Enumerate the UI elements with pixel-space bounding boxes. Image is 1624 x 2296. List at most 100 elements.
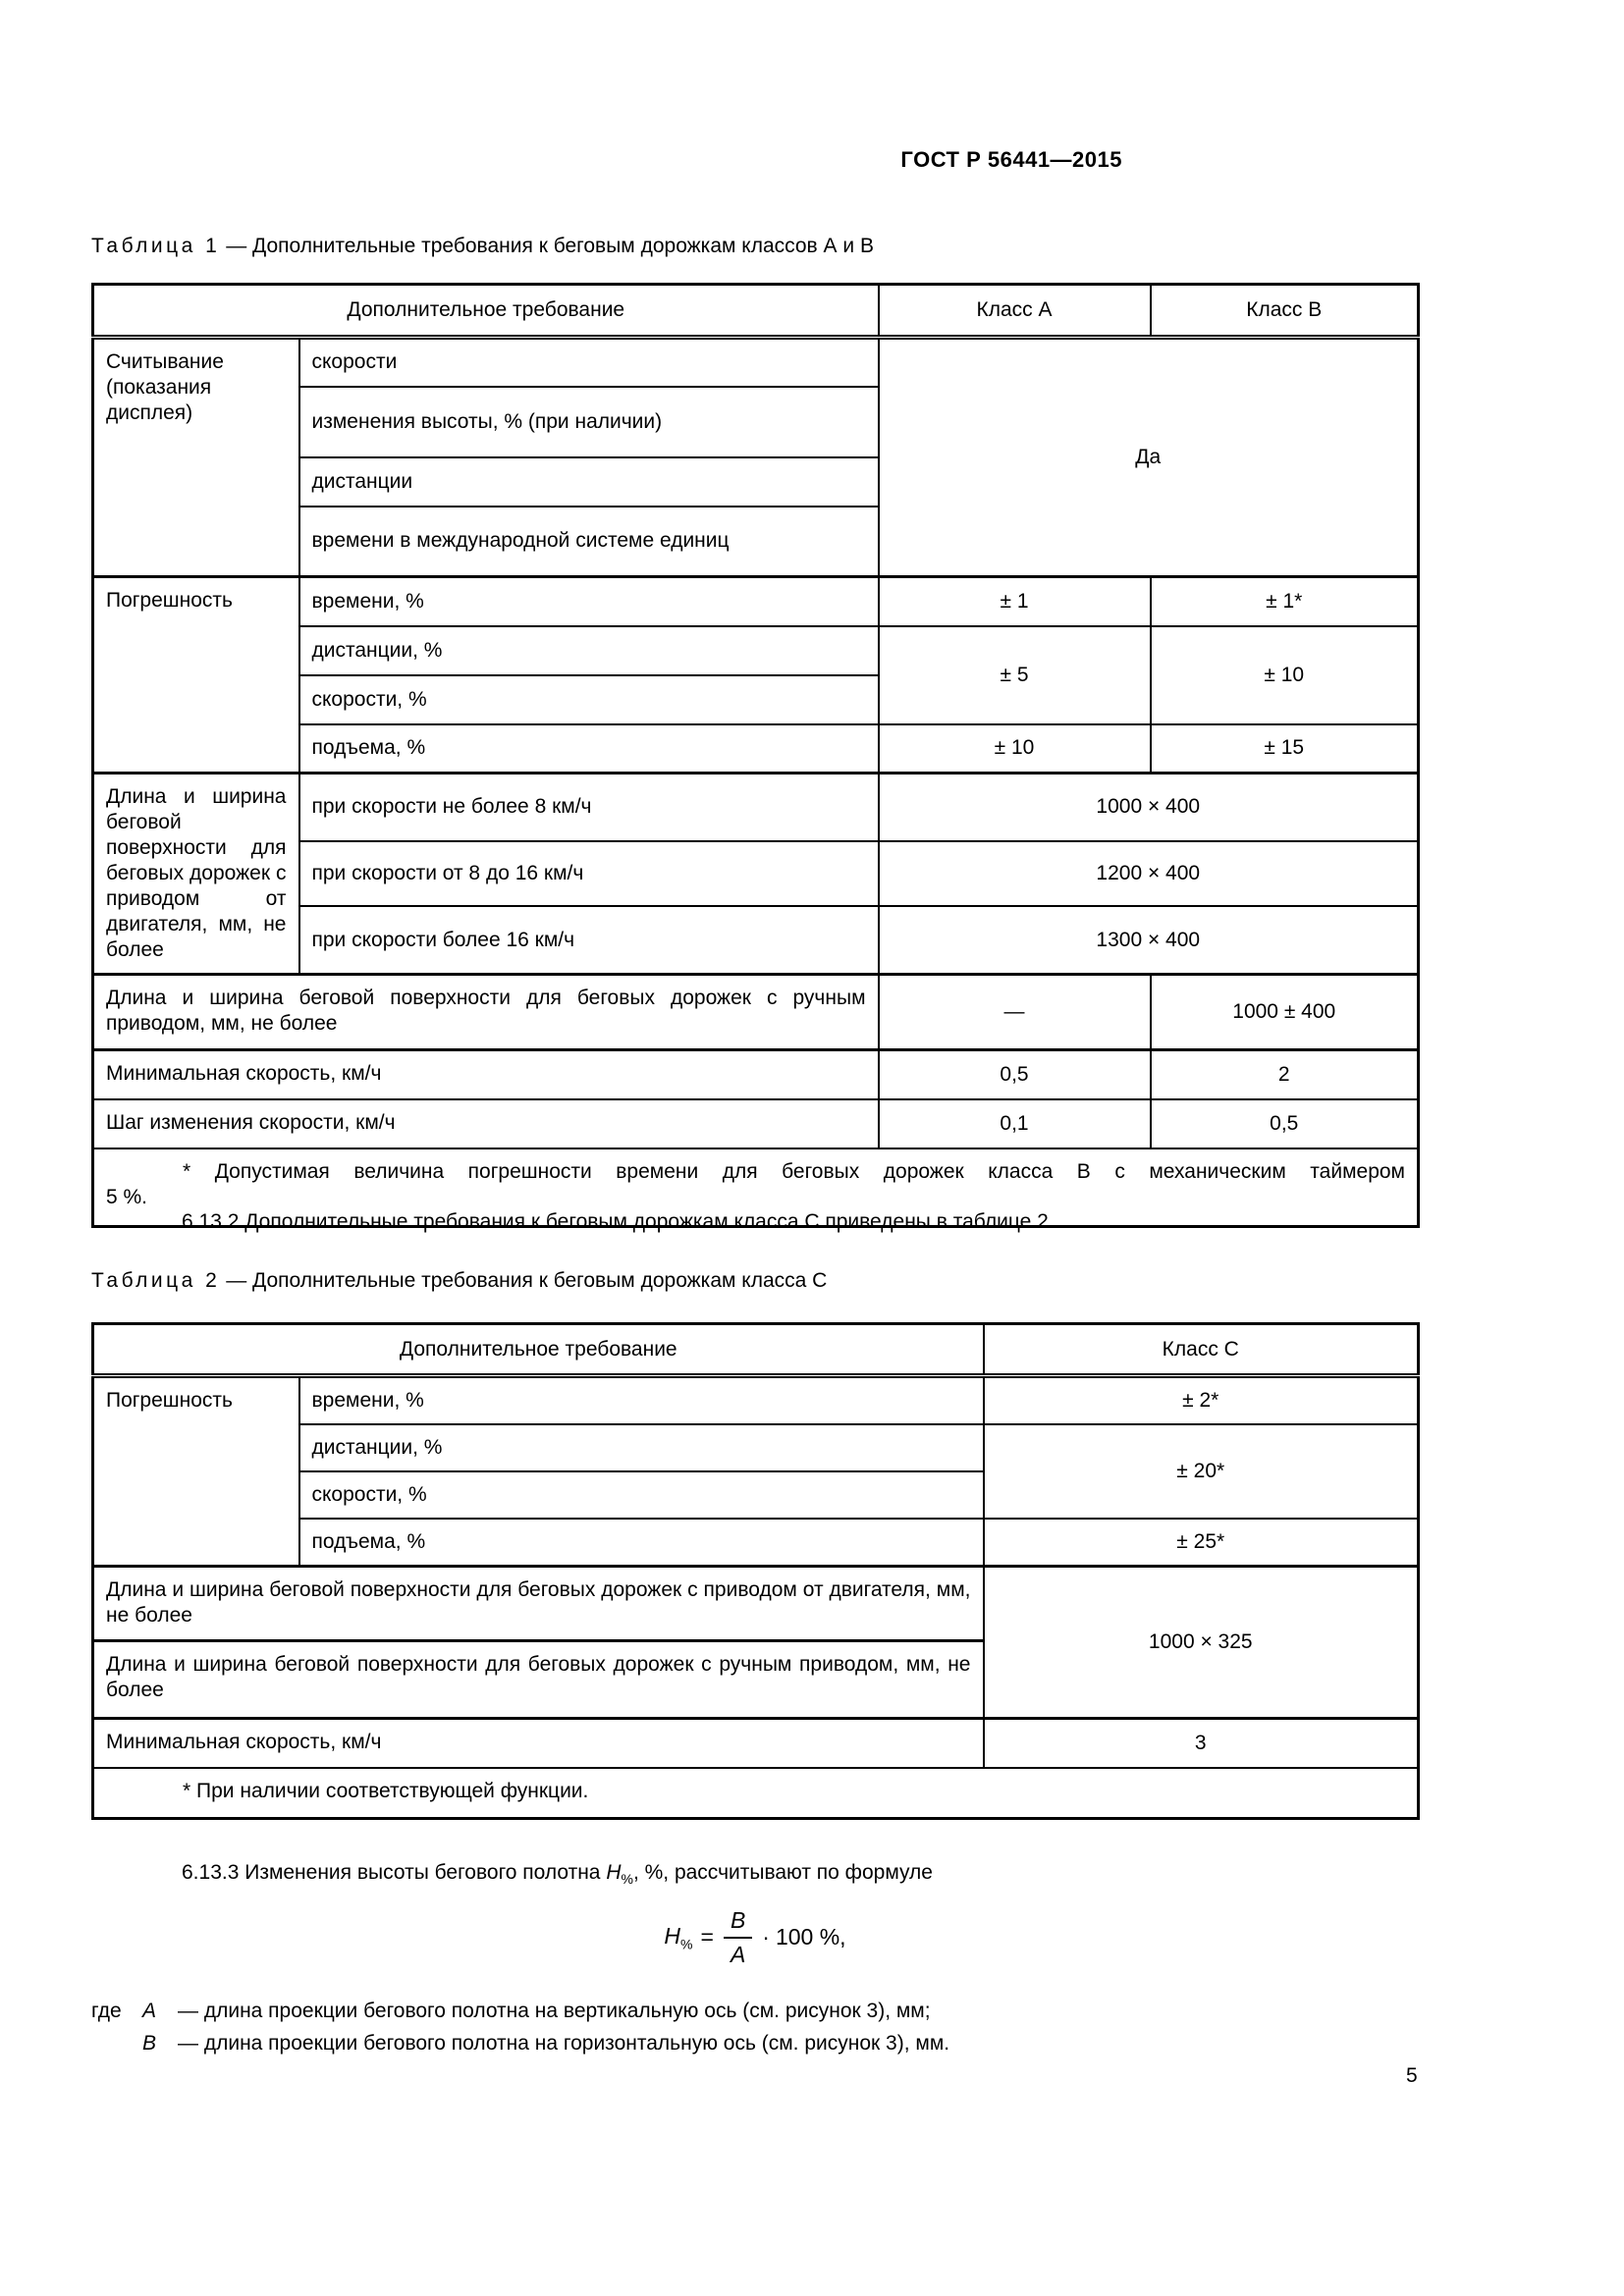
t1-accuracy-time-b: ± 1* xyxy=(1149,575,1420,627)
formula-legend: где А — длина проекции бегового полотна … xyxy=(91,1995,1419,2059)
table-row: скорости, % xyxy=(93,673,1419,725)
para-6-13-3-rest: , %, рассчитывают по формуле xyxy=(632,1861,933,1884)
t1-surface-motor-row1-value: 1000 × 400 xyxy=(877,771,1420,842)
formula-h-subscript: % xyxy=(680,1936,693,1952)
t1-surface-motor-row3-label: при скорости более 16 км/ч xyxy=(298,905,880,976)
t2-min-speed-label: Минимальная скорость, км/ч xyxy=(91,1717,985,1769)
t1-reading-height-change: изменения высоты, % (при наличии) xyxy=(298,385,880,458)
t1-reading-time: времени в международной системе единиц xyxy=(298,505,880,578)
t2-accuracy-label: Погрешность xyxy=(91,1374,300,1568)
table2-caption: Таблица 2 — Дополнительные требования к … xyxy=(91,1268,1419,1294)
page-number: 5 xyxy=(1406,2064,1418,2087)
variable-h-subscript: % xyxy=(621,1871,633,1888)
t2-header-class-c: Класс С xyxy=(982,1322,1420,1378)
t1-reading-speed: скорости xyxy=(298,336,880,388)
t2-footnote: * При наличии соответствующей функции. xyxy=(183,1779,589,1802)
fraction-numerator: B xyxy=(723,1906,753,1939)
table-row: изменения высоты, % (при наличии) xyxy=(93,385,1419,458)
legend-line-b: В — длина проекции бегового полотна на г… xyxy=(91,2027,1419,2059)
formula-lhs: H% xyxy=(664,1923,692,1952)
table-header-row: Дополнительное требование Класс А Класс … xyxy=(91,283,1420,340)
table-row: дистанции, % ± 5 ± 10 xyxy=(93,624,1420,725)
table-row: Погрешность времени, % ± 2* xyxy=(91,1374,1420,1568)
table-row: Минимальная скорость, км/ч 3 xyxy=(91,1717,1420,1769)
t1-reading-distance: дистанции xyxy=(298,455,880,507)
t2-accuracy-time-c: ± 2* xyxy=(982,1374,1420,1425)
legend-intro: где xyxy=(91,2000,122,2022)
t2-header-requirement: Дополнительное требование xyxy=(91,1322,985,1378)
table2-caption-label: Таблица 2 xyxy=(91,1269,221,1292)
equals-sign: = xyxy=(700,1924,714,1949)
table-row: Минимальная скорость, км/ч 0,5 2 xyxy=(91,1048,1420,1100)
t1-min-speed-a: 0,5 xyxy=(877,1048,1152,1100)
t1-accuracy-incline-label: подъема, % xyxy=(298,722,880,774)
t2-footnote-cell: * При наличии соответствующей функции. xyxy=(91,1766,1420,1820)
table1-caption-label: Таблица 1 xyxy=(91,235,221,257)
legend-spacer xyxy=(91,2027,142,2059)
table-row: Шаг изменения скорости, км/ч 0,1 0,5 xyxy=(91,1097,1420,1149)
fraction-denominator: A xyxy=(730,1942,746,1967)
legend-text-b: — длина проекции бегового полотна на гор… xyxy=(178,2032,950,2055)
t1-surface-manual-label: Длина и ширина беговой поверхности для б… xyxy=(91,973,880,1051)
table1-caption: Таблица 1 — Дополнительные требования к … xyxy=(91,234,1419,259)
paragraph-6-13-2: 6.13.2 Дополнительные требования к бегов… xyxy=(182,1210,1055,1233)
formula-factor: 100 %, xyxy=(775,1924,846,1949)
table-row: дистанции, % ± 20* xyxy=(93,1423,1420,1520)
table1-requirements-class-a-b: Дополнительное требование Класс А Класс … xyxy=(91,283,1420,1228)
table-row: времени в международной системе единиц xyxy=(93,505,1419,578)
table-row: Считывание (показания дисплея) скорости … xyxy=(91,336,1420,578)
t1-surface-manual-a: — xyxy=(877,973,1152,1051)
table-row: Погрешность времени, % ± 1 ± 1* xyxy=(91,575,1420,774)
t1-accuracy-distance-label: дистанции, % xyxy=(298,624,880,676)
t1-surface-motor-row3-value: 1300 × 400 xyxy=(877,905,1420,976)
t1-surface-manual-b: 1000 ± 400 xyxy=(1149,973,1420,1051)
t2-accuracy-dist-speed-c: ± 20* xyxy=(982,1423,1420,1520)
table-header-row: Дополнительное требование Класс С xyxy=(91,1322,1420,1378)
t1-min-speed-label: Минимальная скорость, км/ч xyxy=(91,1048,880,1100)
t1-surface-motor-row1-label: при скорости не более 8 км/ч xyxy=(298,771,880,842)
t1-reading-label: Считывание (показания дисплея) xyxy=(91,336,300,578)
legend-line-a: где А — длина проекции бегового полотна … xyxy=(91,1995,1419,2027)
table-row: при скорости от 8 до 16 км/ч 1200 × 400 xyxy=(93,839,1420,908)
t1-speed-step-label: Шаг изменения скорости, км/ч xyxy=(91,1097,880,1149)
table-row: дистанции xyxy=(93,455,1419,507)
t1-footnote-cell: * Допустимая величина погрешности времен… xyxy=(91,1147,1420,1228)
t1-speed-step-a: 0,1 xyxy=(877,1097,1152,1149)
table-row: подъема, % ± 10 ± 15 xyxy=(93,722,1420,774)
table-row: Длина и ширина беговой поверхности для б… xyxy=(91,1565,1420,1720)
t1-header-class-b: Класс В xyxy=(1149,283,1420,340)
formula-h: H xyxy=(664,1922,681,1949)
t1-accuracy-dist-speed-a: ± 5 xyxy=(877,624,1152,725)
t2-accuracy-incline-c: ± 25* xyxy=(982,1518,1420,1568)
legend-text-a: — длина проекции бегового полотна на вер… xyxy=(178,2000,931,2022)
table-row: Длина и ширина беговой поверхности для б… xyxy=(91,973,1420,1051)
table-row: Длина и ширина беговой поверхности для б… xyxy=(91,1639,1419,1720)
t1-surface-motor-row2-label: при скорости от 8 до 16 км/ч xyxy=(298,839,880,908)
para-6-13-3-intro: 6.13.3 Изменения высоты бегового полотна xyxy=(182,1861,607,1884)
document-code-header: ГОСТ Р 56441—2015 xyxy=(900,147,1122,172)
variable-h: H xyxy=(606,1861,622,1884)
paragraph-6-13-3: 6.13.3 Изменения высоты бегового полотна… xyxy=(91,1859,1419,1893)
t2-accuracy-incline-label: подъема, % xyxy=(298,1518,985,1568)
table-footnote-row: * Допустимая величина погрешности времен… xyxy=(91,1147,1420,1228)
t1-header-class-a: Класс А xyxy=(877,283,1152,340)
table-row: подъема, % ± 25* xyxy=(93,1518,1420,1568)
t1-header-requirement: Дополнительное требование xyxy=(91,283,880,340)
t1-accuracy-time-label: времени, % xyxy=(298,575,880,627)
t1-speed-step-b: 0,5 xyxy=(1149,1097,1420,1149)
table-footnote-row: * При наличии соответствующей функции. xyxy=(91,1766,1420,1820)
t2-accuracy-speed-label: скорости, % xyxy=(298,1470,985,1520)
t1-footnote-line1: * Допустимая величина погрешности времен… xyxy=(183,1159,1405,1183)
t1-accuracy-time-a: ± 1 xyxy=(877,575,1152,627)
legend-var-b: В xyxy=(142,2032,157,2055)
t2-accuracy-time-label: времени, % xyxy=(298,1374,985,1425)
multiplication-dot: · xyxy=(762,1924,770,1949)
t1-accuracy-label: Погрешность xyxy=(91,575,300,774)
table-row: Длина и ширина беговой поверхности для б… xyxy=(91,771,1420,976)
t1-accuracy-incline-b: ± 15 xyxy=(1149,722,1420,774)
t1-surface-motor-row2-value: 1200 × 400 xyxy=(877,839,1420,908)
table2-requirements-class-c: Дополнительное требование Класс С Погреш… xyxy=(91,1322,1420,1820)
legend-var-a: А xyxy=(142,2000,157,2022)
